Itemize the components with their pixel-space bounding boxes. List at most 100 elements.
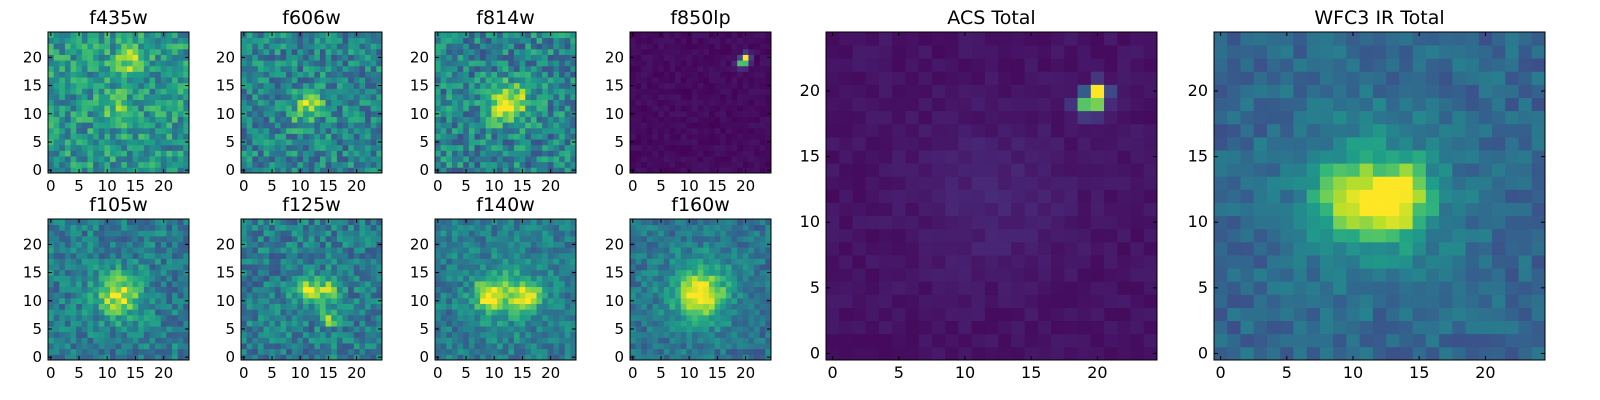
heatmap-cell: [463, 144, 470, 151]
heatmap-cell: [686, 348, 693, 355]
heatmap-cell: [331, 281, 338, 288]
heatmap-cell: [59, 314, 66, 321]
heatmap-cell: [697, 161, 704, 168]
heatmap-cell: [1452, 268, 1466, 282]
heatmap-cell: [742, 99, 749, 106]
heatmap-cell: [1412, 202, 1427, 217]
heatmap-cell: [263, 264, 270, 271]
heatmap-cell: [754, 144, 761, 151]
heatmap-cell: [742, 297, 749, 304]
heatmap-cell: [1240, 268, 1255, 282]
heatmap-cell: [878, 32, 893, 46]
heatmap-cell: [692, 235, 699, 242]
heatmap-cell: [1266, 281, 1281, 295]
heatmap-cell: [1037, 136, 1052, 151]
heatmap-cell: [1143, 215, 1158, 230]
heatmap-cell: [839, 97, 853, 112]
heatmap-cell: [121, 354, 128, 361]
heatmap-cell: [1104, 333, 1118, 348]
heatmap-cell: [1399, 320, 1413, 335]
heatmap-cell: [998, 202, 1012, 217]
x-tick-label: 10: [291, 364, 310, 382]
heatmap-cell: [918, 97, 933, 112]
heatmap-cell: [547, 150, 554, 157]
heatmap-cell: [1280, 346, 1294, 361]
heatmap-cell: [353, 224, 360, 231]
heatmap-cell: [742, 54, 749, 61]
y-tick-label: 15: [410, 264, 429, 282]
heatmap-cell: [675, 167, 682, 174]
heatmap-cell: [1531, 176, 1546, 190]
heatmap-cell: [1240, 215, 1255, 230]
heatmap-cell: [1439, 32, 1453, 46]
heatmap-cell: [1266, 307, 1281, 322]
heatmap-cell: [440, 110, 447, 117]
heatmap-cell: [697, 105, 704, 112]
heatmap-cell: [1117, 110, 1131, 125]
heatmap-cell: [513, 99, 520, 106]
heatmap-cell: [1051, 123, 1065, 138]
heatmap-cell: [525, 264, 532, 271]
heatmap-cell: [697, 150, 704, 157]
heatmap-cell: [748, 82, 755, 89]
heatmap-cell: [536, 331, 543, 338]
heatmap-cell: [160, 281, 167, 288]
heatmap-cell: [263, 303, 270, 310]
heatmap-cell: [1425, 294, 1440, 308]
heatmap-cell: [686, 65, 693, 72]
heatmap-cell: [1130, 241, 1145, 256]
heatmap-cell: [1037, 163, 1052, 177]
heatmap-cell: [435, 116, 442, 123]
axes-frame: [434, 218, 577, 361]
heatmap-cell: [138, 331, 145, 338]
heatmap-cell: [646, 235, 653, 242]
heatmap-cell: [370, 354, 377, 361]
heatmap-cell: [697, 264, 704, 271]
heatmap-cell: [451, 348, 458, 355]
heatmap-cell: [530, 105, 537, 112]
heatmap-cell: [81, 281, 88, 288]
heatmap-cell: [905, 268, 920, 282]
heatmap-cell: [680, 43, 687, 50]
heatmap-cell: [160, 331, 167, 338]
heatmap-cell: [121, 331, 128, 338]
heatmap-cell: [1346, 123, 1361, 138]
heatmap-cell: [104, 286, 111, 293]
heatmap-cell: [121, 241, 128, 248]
heatmap-cell: [714, 264, 721, 271]
heatmap-cell: [183, 275, 190, 282]
heatmap-cell: [1425, 333, 1440, 348]
heatmap-cell: [641, 343, 648, 350]
heatmap-cell: [663, 88, 670, 95]
heatmap-cell: [491, 150, 498, 157]
heatmap-cell: [64, 235, 71, 242]
heatmap-cell: [641, 348, 648, 355]
heatmap-cell: [542, 133, 549, 140]
heatmap-cell: [675, 264, 682, 271]
heatmap-cell: [720, 94, 727, 101]
heatmap-cell: [336, 326, 343, 333]
heatmap-cell: [308, 258, 315, 265]
heatmap-cell: [70, 292, 77, 299]
heatmap-cell: [297, 224, 304, 231]
heatmap-cell: [878, 71, 893, 85]
heatmap-cell: [485, 314, 492, 321]
heatmap-cell: [839, 110, 853, 125]
heatmap-cell: [132, 230, 139, 237]
heatmap-cell: [1505, 150, 1519, 164]
heatmap-cell: [435, 275, 442, 282]
heatmap-cell: [635, 258, 642, 265]
heatmap-cell: [542, 320, 549, 327]
heatmap-cell: [1214, 110, 1228, 125]
heatmap-cell: [480, 224, 487, 231]
heatmap-cell: [457, 241, 464, 248]
heatmap-cell: [547, 326, 554, 333]
heatmap-cell: [652, 127, 659, 134]
heatmap-cell: [1412, 150, 1427, 164]
heatmap-cell: [440, 127, 447, 134]
heatmap-cell: [1478, 255, 1493, 269]
heatmap-cell: [126, 269, 133, 276]
heatmap-cell: [286, 320, 293, 327]
heatmap-cell: [132, 297, 139, 304]
heatmap-cell: [274, 241, 281, 248]
